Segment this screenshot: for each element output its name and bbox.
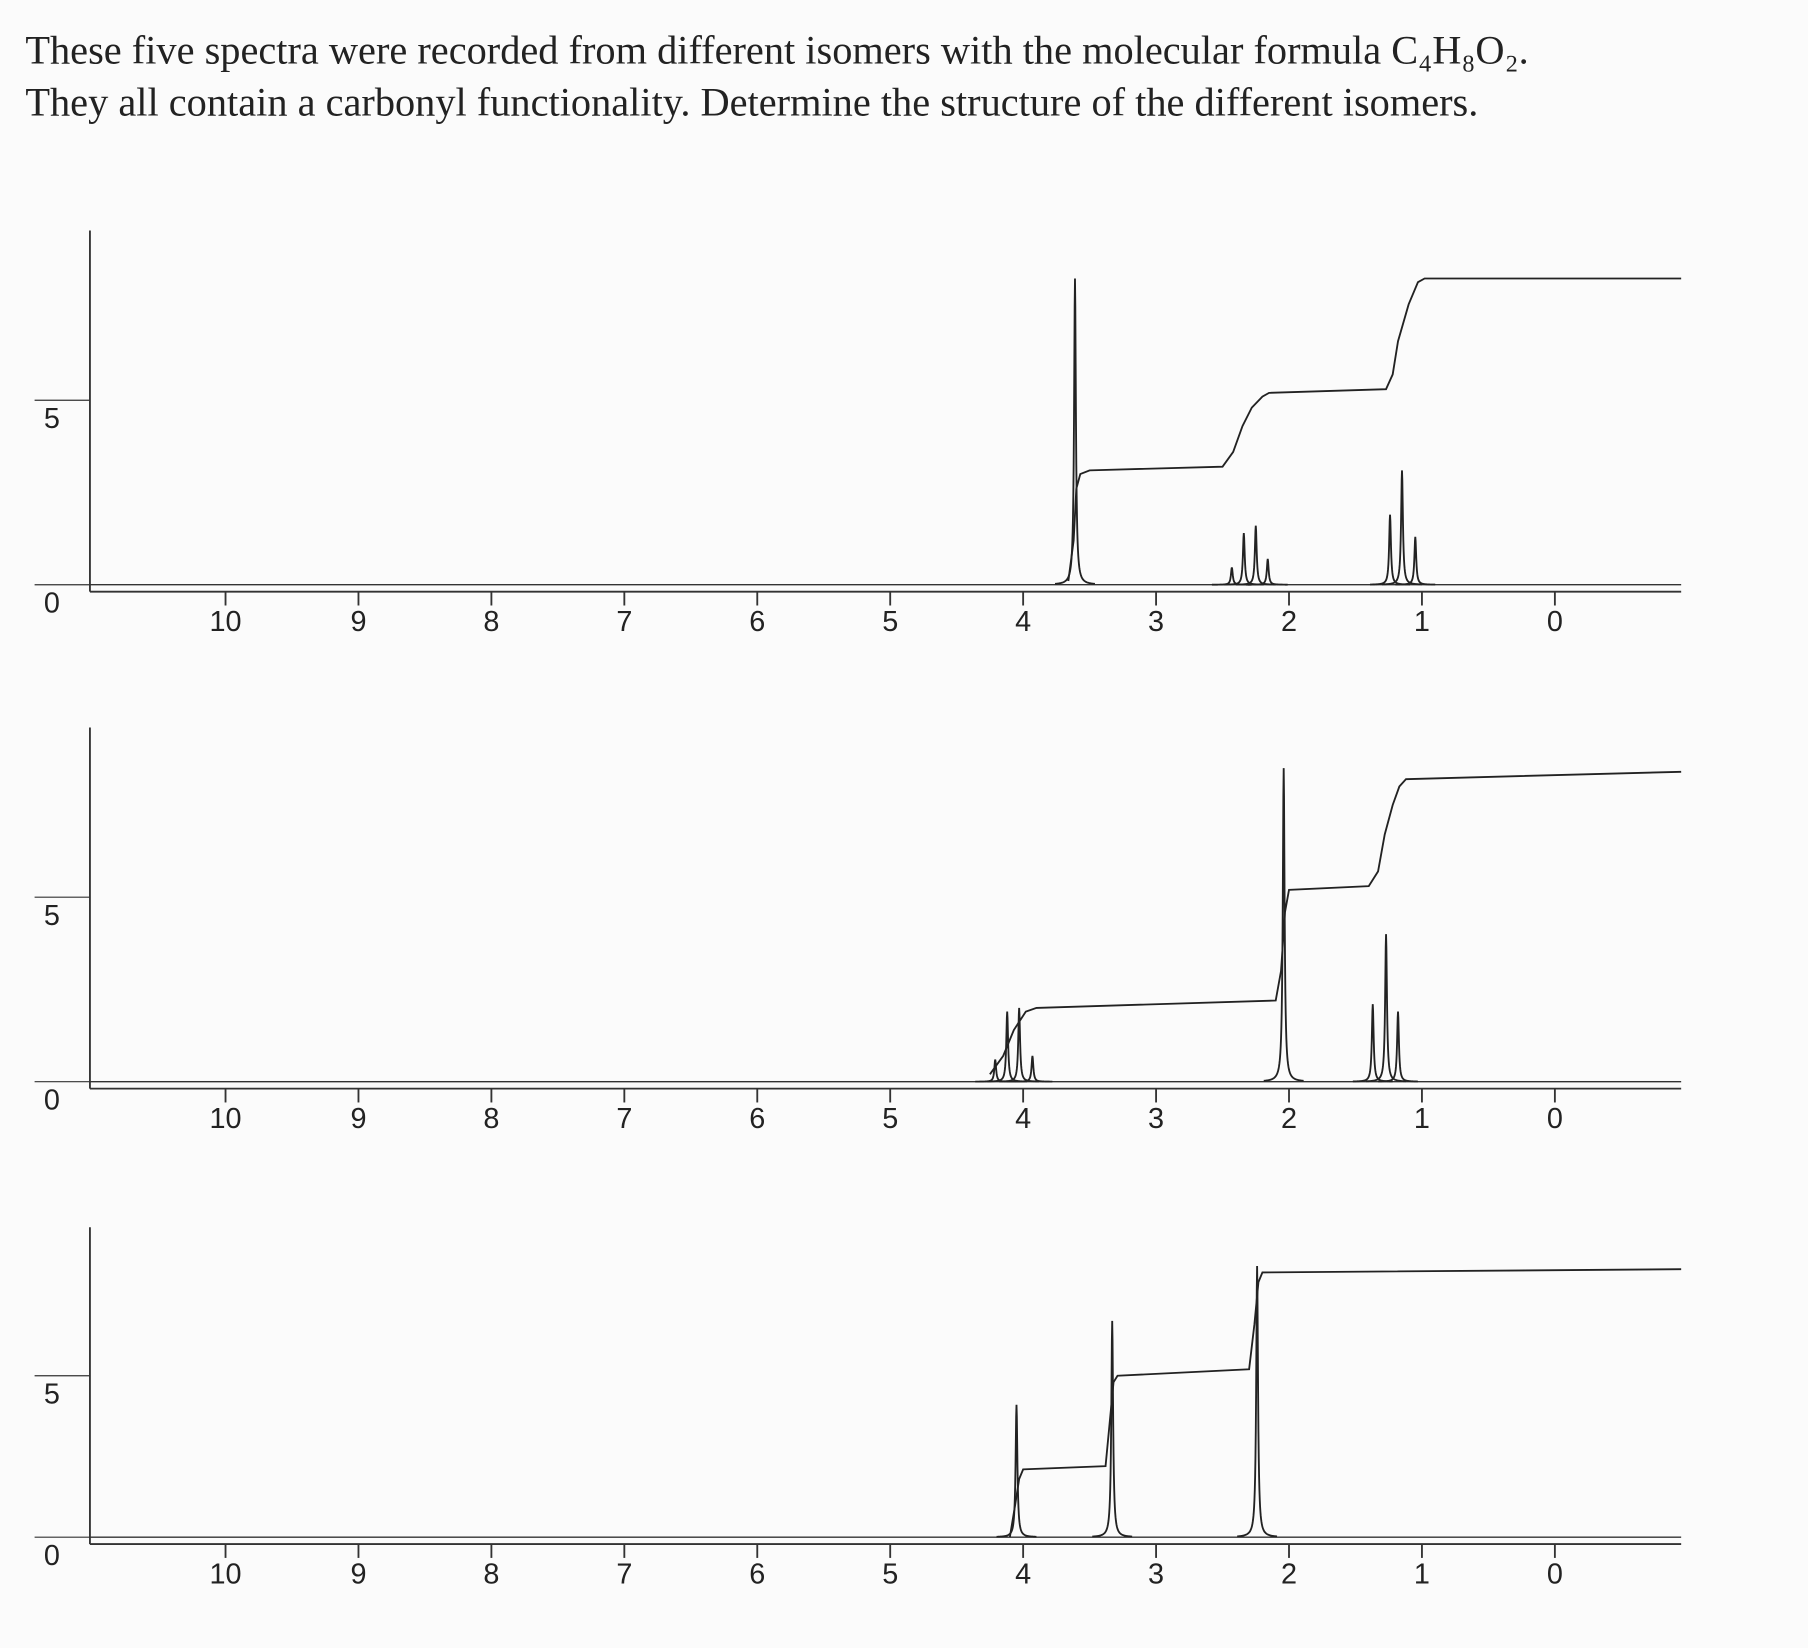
x-tick-label: 7	[616, 1558, 632, 1590]
x-tick-label: 4	[1015, 1558, 1031, 1590]
x-tick-label: 3	[1148, 1558, 1164, 1590]
x-tick-label: 10	[210, 606, 242, 638]
x-tick-label: 4	[1015, 606, 1031, 638]
x-tick-label: 8	[483, 606, 499, 638]
y-tick-label: 0	[44, 587, 60, 619]
x-tick-label: 1	[1414, 1558, 1430, 1590]
x-tick-label: 8	[483, 1103, 499, 1135]
integral-curve	[1008, 1268, 1682, 1538]
x-tick-label: 8	[483, 1558, 499, 1590]
x-tick-label: 3	[1148, 606, 1164, 638]
header-line: These five spectra were recorded from di…	[25, 28, 1528, 73]
peak	[1247, 558, 1288, 586]
x-tick-label: 0	[1547, 1558, 1563, 1590]
x-tick-label: 7	[616, 1103, 632, 1135]
integral-curve	[1067, 277, 1682, 582]
peak	[1235, 525, 1276, 586]
peak	[1237, 1265, 1278, 1538]
x-tick-label: 3	[1148, 1103, 1164, 1135]
x-tick-label: 4	[1015, 1103, 1031, 1135]
peak	[1012, 1055, 1053, 1083]
y-tick-label: 0	[44, 1084, 60, 1116]
y-tick-label: 5	[44, 1378, 60, 1410]
peak	[1263, 768, 1304, 1082]
x-tick-label: 9	[350, 1558, 366, 1590]
x-tick-label: 1	[1414, 606, 1430, 638]
x-tick-label: 7	[616, 606, 632, 638]
x-tick-label: 0	[1547, 606, 1563, 638]
x-tick-label: 5	[882, 1103, 898, 1135]
peak	[1378, 1011, 1418, 1083]
x-tick-label: 6	[749, 1103, 765, 1135]
x-tick-label: 2	[1281, 1103, 1297, 1135]
peak	[1395, 536, 1436, 586]
x-tick-label: 10	[210, 1558, 242, 1590]
peak	[1366, 934, 1407, 1083]
x-tick-label: 1	[1414, 1103, 1430, 1135]
peak	[1092, 1320, 1133, 1538]
x-tick-label: 6	[749, 1558, 765, 1590]
peak	[996, 1404, 1037, 1538]
x-tick-label: 10	[210, 1103, 242, 1135]
header-line: They all contain a carbonyl functionalit…	[25, 79, 1478, 124]
y-tick-label: 5	[44, 403, 60, 435]
peak	[1382, 470, 1422, 586]
x-tick-label: 0	[1547, 1103, 1563, 1135]
x-tick-label: 5	[882, 1558, 898, 1590]
x-tick-label: 6	[749, 606, 765, 638]
integral-curve	[989, 770, 1682, 1075]
peak	[999, 1007, 1040, 1083]
peak	[1054, 278, 1096, 585]
y-tick-label: 5	[44, 900, 60, 932]
x-tick-label: 9	[350, 606, 366, 638]
y-tick-label: 0	[44, 1540, 60, 1572]
x-tick-label: 2	[1281, 606, 1297, 638]
x-tick-label: 9	[350, 1103, 366, 1135]
x-tick-label: 2	[1281, 1558, 1297, 1590]
x-tick-label: 5	[882, 606, 898, 638]
